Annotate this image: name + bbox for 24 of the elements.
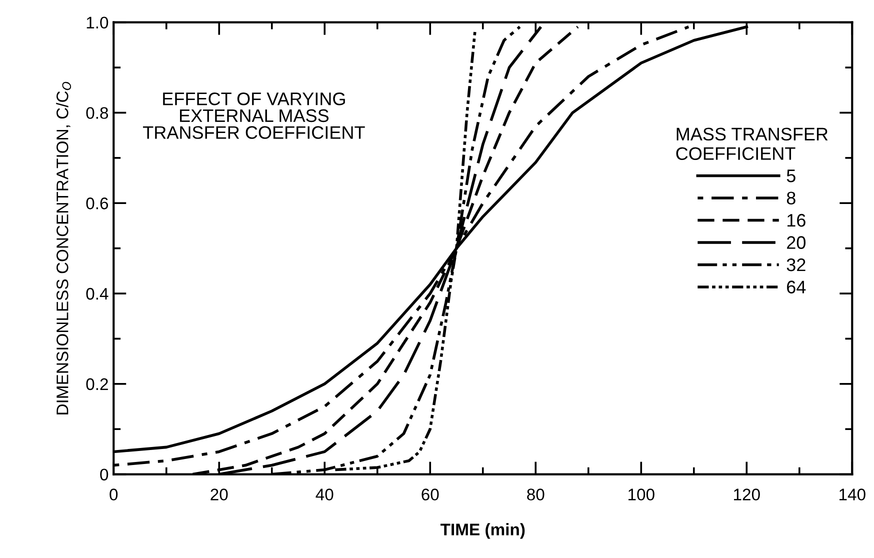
legend-label: 20 bbox=[787, 236, 806, 249]
x-tick-label: 80 bbox=[527, 488, 544, 500]
x-tick-label: 40 bbox=[316, 488, 334, 500]
y-tick-label: 0.2 bbox=[86, 378, 108, 390]
legend-label: 8 bbox=[786, 192, 796, 204]
y-tick-label: 0.6 bbox=[86, 198, 108, 210]
legend-label: 5 bbox=[786, 170, 796, 182]
y-tick-label: 1.0 bbox=[86, 16, 108, 29]
x-axis-title: TIME (min) bbox=[440, 523, 525, 539]
x-tick-label: 100 bbox=[628, 488, 654, 500]
annotation: EFFECT OF VARYING EXTERNAL MASS TRANSFER COEFFICIENT bbox=[143, 92, 365, 139]
y-tick-label: 0.4 bbox=[86, 288, 108, 300]
y-tick-label: 0.8 bbox=[86, 107, 108, 119]
x-tick-label: 120 bbox=[734, 488, 760, 500]
legend-label: 64 bbox=[787, 280, 806, 294]
x-tick-label: 140 bbox=[840, 488, 866, 500]
legend-title: MASS TRANSFER COEFFICIENT bbox=[676, 128, 828, 160]
y-axis-title: DIMENSIONLESS CONCENTRATION, C/C$_{O}$ bbox=[56, 82, 72, 414]
legend-label: 16 bbox=[788, 214, 806, 227]
y-tick-label: 0 bbox=[100, 468, 108, 481]
x-tick-label: 0 bbox=[110, 488, 118, 500]
x-tick-label: 60 bbox=[422, 488, 439, 500]
x-tick-label: 20 bbox=[210, 488, 228, 500]
legend-label: 32 bbox=[786, 258, 806, 272]
